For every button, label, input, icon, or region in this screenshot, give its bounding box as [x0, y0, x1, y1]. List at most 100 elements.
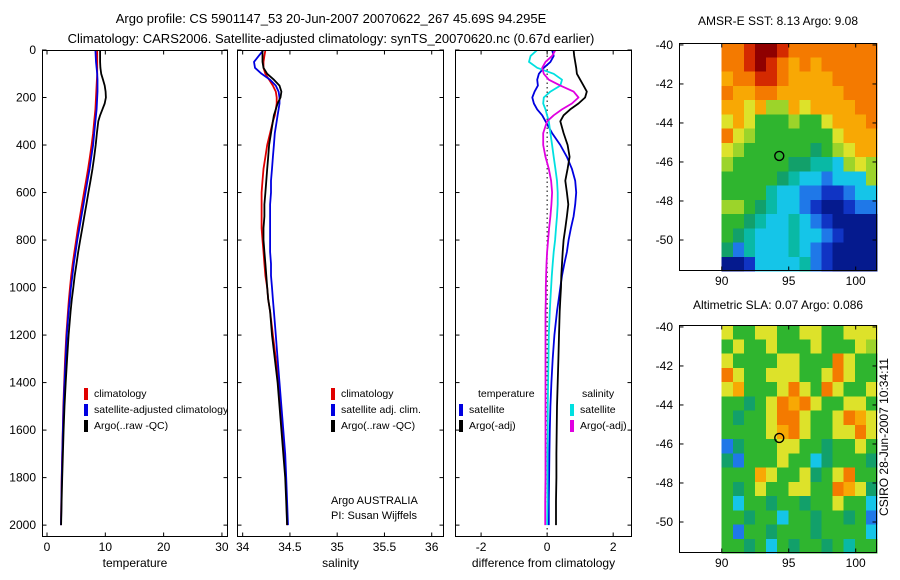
y-tick-label: -46: [656, 437, 674, 451]
legend-label: Argo(..raw -QC): [341, 420, 416, 432]
difference-temperature-legend: temperature satellite Argo(-adj): [459, 386, 554, 434]
argo-position-marker: [774, 432, 785, 444]
series-salinity-argo-adj-: [541, 50, 580, 526]
x-tick-label: 90: [715, 274, 729, 288]
sla-map: 90 95 100 -40 -42 -44 -46 -48 -50: [656, 320, 878, 570]
satellite-adj-clim-swatch: [331, 404, 335, 416]
title-line-1: Argo profile: CS 5901147_53 20-Jun-2007 …: [115, 11, 547, 26]
title-line-2: Climatology: CARS2006. Satellite-adjuste…: [67, 31, 595, 46]
sla-map-title: Altimetric SLA: 0.07 Argo: 0.086: [692, 298, 864, 312]
series-temperature-satellite: [531, 50, 578, 526]
legend-item: satellite: [570, 402, 632, 418]
y-tick-label: -42: [656, 77, 674, 91]
legend-item: Argo(..raw -QC): [331, 418, 444, 434]
y-tick-label: -44: [656, 398, 674, 412]
y-tick-label: 2000: [9, 518, 36, 532]
series-satellite-adj-clim-: [253, 50, 289, 526]
csiro-watermark: CSIRO 28-Jun-2007 10:34:11: [877, 358, 891, 516]
y-tick-label: 800: [16, 233, 36, 247]
x-tick-label: -2: [476, 540, 487, 554]
x-tick-label: 36: [425, 540, 439, 554]
legend-label: Argo(-adj): [580, 420, 627, 432]
x-tick-label: 0: [544, 540, 551, 554]
series-argo-raw-qc-: [60, 50, 107, 526]
salinity-axis-label: salinity: [322, 556, 359, 570]
axes: -2 0 2: [455, 49, 632, 554]
x-tick-label: 0: [44, 540, 51, 554]
y-tick-label: -48: [656, 476, 674, 490]
series-argo-raw-qc-: [261, 50, 288, 526]
difference-profile-plot: -2 0 2: [455, 49, 632, 554]
temp-argo-adj-swatch: [459, 420, 463, 432]
y-tick-label: -46: [656, 155, 674, 169]
legend-label: climatology: [341, 388, 394, 400]
argo-raw-qc-swatch: [331, 420, 335, 432]
heatmap-grid: [721, 325, 878, 554]
difference-salinity-legend: salinity satellite Argo(-adj): [570, 386, 632, 434]
sst-map-title: AMSR-E SST: 8.13 Argo: 9.08: [697, 14, 859, 28]
series-climatology: [260, 50, 288, 526]
x-tick-label: 10: [99, 540, 113, 554]
sst-map: 90 95 100 -40 -42 -44 -46 -48 -50: [656, 38, 878, 288]
x-tick-label: 100: [846, 274, 866, 288]
y-tick-label: -50: [656, 233, 674, 247]
y-tick-label: -40: [656, 320, 674, 334]
y-tick-label: 600: [16, 186, 36, 200]
series-group: [253, 50, 289, 526]
y-tick-label: 1400: [9, 376, 36, 390]
series-climatology: [60, 50, 99, 526]
climatology-swatch: [331, 388, 335, 400]
figure-title: Argo profile: CS 5901147_53 20-Jun-2007 …: [0, 9, 662, 49]
temp-satellite-swatch: [459, 404, 463, 416]
y-tick-label: 1800: [9, 471, 36, 485]
x-tick-label: 2: [610, 540, 617, 554]
legend-label: satellite adj. clim.: [341, 404, 421, 416]
y-tick-label: -50: [656, 515, 674, 529]
series-salinity-satellite: [528, 50, 563, 526]
y-tick-label: 1200: [9, 328, 36, 342]
series-group: [528, 50, 588, 526]
legend-item: satellite: [459, 402, 554, 418]
y-tick-label: -44: [656, 116, 674, 130]
difference-axis-label: difference from climatology: [471, 556, 616, 570]
y-tick-label: -40: [656, 38, 674, 52]
sal-satellite-swatch: [570, 404, 574, 416]
legend-header: temperature: [478, 388, 535, 400]
y-tick-label: 1000: [9, 281, 36, 295]
axes: 90 95 100 -40 -42 -44 -46 -48 -50: [656, 38, 877, 288]
axes: 90 95 100 -40 -42 -44 -46 -48 -50: [656, 320, 877, 570]
legend-label: satellite: [580, 404, 616, 416]
legend-label: satellite: [469, 404, 505, 416]
salinity-profile-plot: 34 34.5 35 35.5 36: [236, 49, 444, 554]
y-tick-label: 1600: [9, 423, 36, 437]
x-tick-label: 95: [782, 274, 796, 288]
axes: 34 34.5 35 35.5 36: [236, 49, 444, 554]
y-tick-label: 200: [16, 91, 36, 105]
x-tick-label: 20: [157, 540, 171, 554]
y-tick-label: 0: [29, 43, 36, 57]
heatmap-grid: [721, 43, 878, 272]
satellite-adjusted-climatology-swatch: [84, 404, 88, 416]
x-tick-label: 30: [215, 540, 229, 554]
argo-australia-annotation: Argo AUSTRALIA PI: Susan Wijffels: [331, 494, 418, 524]
legend-header: salinity: [582, 388, 615, 400]
legend-label: climatology: [94, 388, 147, 400]
temperature-legend: climatology satellite-adjusted climatolo…: [84, 386, 227, 434]
legend-item: Argo(-adj): [570, 418, 632, 434]
x-tick-label: 35.5: [373, 540, 397, 554]
x-tick-label: 95: [782, 556, 796, 570]
argo-raw-qc-swatch: [84, 420, 88, 432]
legend-item: satellite-adjusted climatology: [84, 402, 227, 418]
legend-label: Argo(..raw -QC): [94, 420, 169, 432]
x-tick-label: 34.5: [278, 540, 302, 554]
y-tick-label: 400: [16, 138, 36, 152]
argo-position-marker: [774, 150, 785, 162]
salinity-legend: climatology satellite adj. clim. Argo(..…: [331, 386, 444, 434]
legend-label: Argo(-adj): [469, 420, 516, 432]
axes: 0 10 20 30 0 200 400 600 800 1000 1200 1400 1600 1800…: [9, 43, 229, 554]
annotation-line-2: PI: Susan Wijffels: [331, 510, 417, 522]
legend-item: satellite adj. clim.: [331, 402, 444, 418]
x-tick-label: 34: [236, 540, 250, 554]
sal-argo-adj-swatch: [570, 420, 574, 432]
